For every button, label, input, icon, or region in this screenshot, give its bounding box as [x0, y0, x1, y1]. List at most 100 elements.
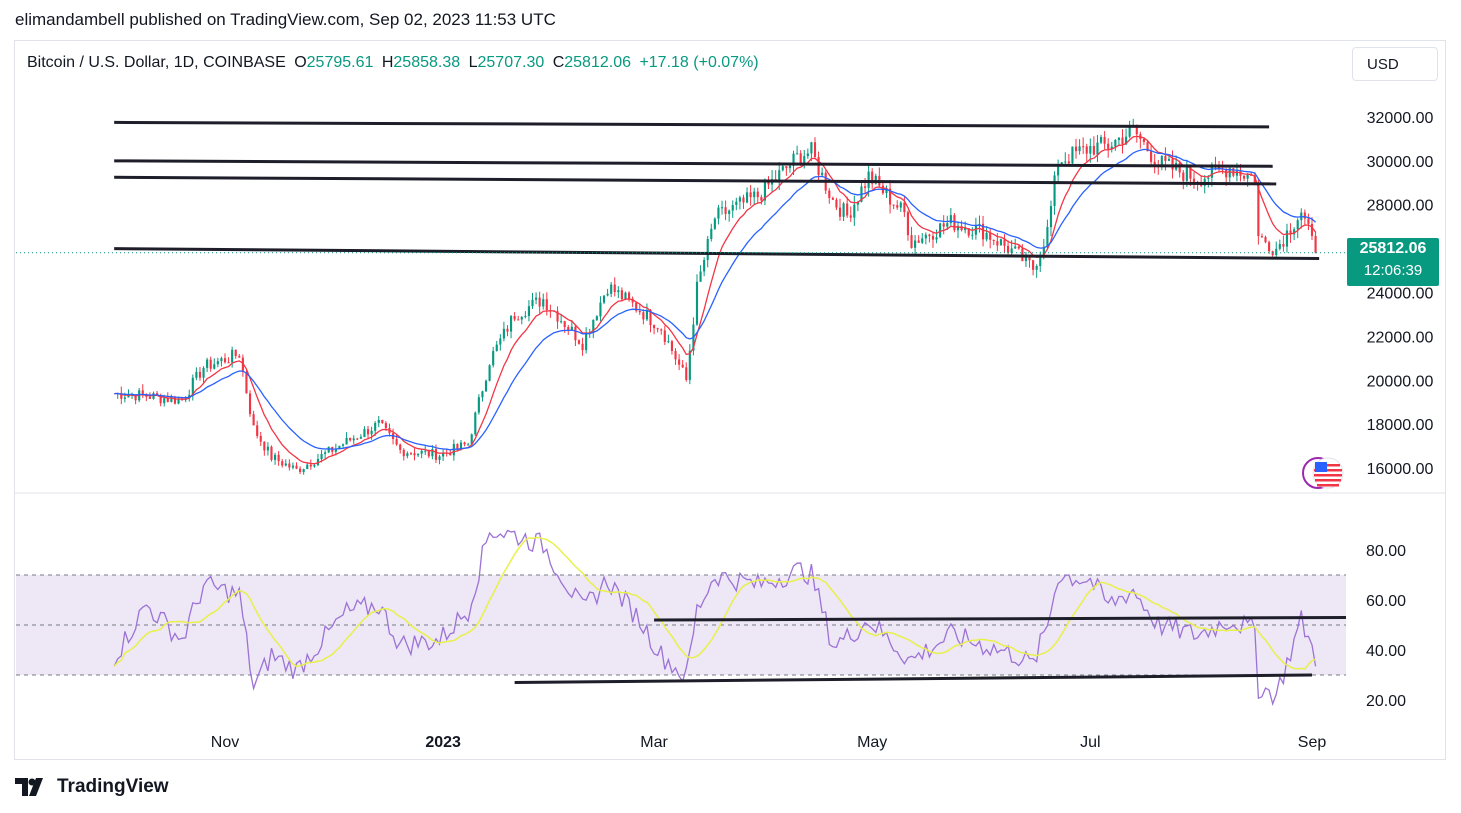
candle-body	[660, 329, 663, 331]
candle-body	[424, 450, 427, 452]
candle-body	[563, 321, 566, 328]
rsi-axis-tick: 80.00	[1366, 543, 1406, 560]
candle-body	[1282, 243, 1285, 247]
candle-body	[595, 316, 598, 320]
candle-body	[1275, 248, 1278, 256]
candle-body	[1114, 139, 1117, 147]
us-flag-icon[interactable]	[1302, 457, 1344, 489]
candle-body	[981, 223, 985, 240]
tradingview-logo[interactable]: TradingView	[15, 776, 169, 798]
candle-body	[513, 316, 516, 320]
candle-body	[792, 153, 795, 166]
ema-slow-line	[114, 148, 1317, 451]
candle-body	[1071, 146, 1074, 164]
symbol-label[interactable]: Bitcoin / U.S. Dollar, 1D, COINBASE	[27, 54, 286, 71]
candle-body	[785, 166, 788, 169]
candle-body	[395, 438, 398, 445]
candle-body	[899, 202, 902, 208]
open-label: O	[294, 54, 307, 71]
candle-body	[245, 371, 248, 394]
candle-body	[996, 241, 999, 246]
candle-body	[527, 306, 531, 317]
candle-body	[695, 281, 699, 325]
candle-body	[663, 330, 666, 342]
candle-body	[370, 430, 373, 435]
candle-body	[1085, 146, 1088, 154]
candle-body	[1064, 161, 1067, 163]
candle-body	[956, 225, 960, 231]
horizontal-level-line	[114, 175, 1277, 186]
candle-body	[931, 236, 935, 240]
candle-body	[610, 284, 613, 294]
candle-body	[141, 390, 144, 395]
candle-body	[413, 453, 416, 456]
candle-body	[134, 394, 137, 401]
candle-body	[592, 319, 595, 333]
candle-body	[974, 225, 977, 235]
candle-body	[456, 443, 459, 449]
candle-body	[699, 271, 702, 282]
candle-body	[978, 223, 981, 226]
price-axis-tick: 28000.00	[1367, 198, 1434, 215]
candle-body	[173, 396, 177, 404]
candle-body	[1296, 220, 1299, 230]
chart-frame	[14, 40, 1446, 760]
candle-body	[191, 377, 194, 395]
candle-body	[1246, 174, 1249, 179]
candle-body	[349, 437, 352, 441]
candle-body	[377, 419, 380, 423]
candle-body	[120, 392, 123, 399]
candle-body	[924, 234, 927, 239]
candle-body	[531, 299, 534, 307]
candle-body	[1228, 168, 1231, 178]
rsi-trendline	[654, 616, 1347, 622]
candle-body	[488, 365, 491, 381]
candle-body	[1003, 239, 1006, 246]
candle-body	[617, 290, 620, 293]
candle-body	[484, 380, 488, 392]
rsi-lines-group	[113, 529, 1347, 707]
candle-body	[1178, 162, 1181, 173]
candle-body	[227, 362, 230, 364]
candle-body	[316, 458, 320, 465]
change-value: +17.18 (+0.07%)	[639, 54, 759, 71]
candle-body	[560, 321, 563, 323]
close-value: 25812.06	[564, 54, 631, 71]
candle-body	[231, 349, 234, 363]
candle-body	[1124, 136, 1128, 145]
candle-body	[713, 218, 716, 229]
price-axis-tick: 24000.00	[1367, 286, 1434, 303]
candle-body	[1150, 151, 1153, 162]
candle-body	[248, 393, 252, 415]
candle-body	[352, 438, 355, 441]
candle-body	[653, 325, 656, 329]
candle-body	[1164, 156, 1167, 161]
candles-group	[116, 118, 1317, 475]
candle-body	[474, 412, 477, 435]
candle-body	[327, 446, 330, 453]
candle-body	[971, 234, 974, 236]
candle-body	[688, 350, 691, 380]
candle-body	[813, 142, 817, 157]
open-value: 25795.61	[306, 54, 374, 71]
candle-body	[1053, 175, 1056, 207]
candle-body	[459, 442, 463, 449]
candle-body	[964, 228, 967, 231]
rsi-ma-line	[113, 536, 1316, 670]
candle-body	[1010, 248, 1013, 253]
candle-body	[166, 398, 169, 402]
candle-body	[703, 260, 706, 272]
candle-body	[903, 202, 906, 213]
currency-button[interactable]: USD	[1352, 47, 1438, 81]
candle-body	[356, 438, 359, 440]
candle-body	[252, 414, 255, 426]
candle-body	[749, 192, 752, 198]
candle-body	[434, 449, 438, 460]
candle-body	[1110, 146, 1113, 149]
candle-body	[1289, 230, 1292, 235]
candle-body	[306, 464, 309, 470]
candle-body	[1293, 229, 1296, 235]
candle-body	[374, 422, 377, 431]
candle-body	[502, 328, 505, 339]
